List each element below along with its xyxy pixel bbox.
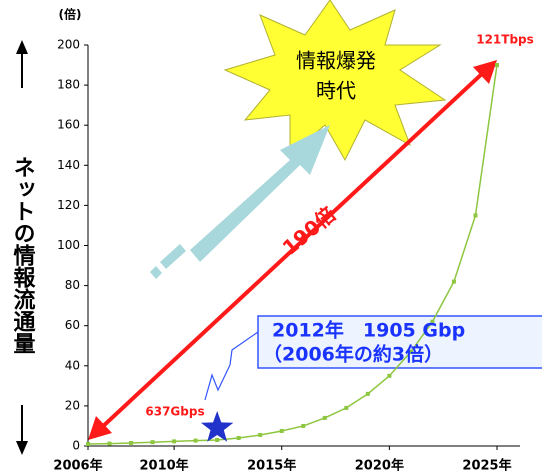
point — [387, 373, 392, 378]
point — [301, 423, 306, 428]
point — [86, 441, 90, 446]
annotation: 時代 — [316, 79, 356, 103]
y-tick-label: 180 — [57, 78, 80, 92]
annotation: 190倍 — [278, 202, 341, 260]
point — [107, 441, 112, 446]
y-tick-label: 100 — [57, 238, 80, 252]
point — [322, 415, 327, 420]
point — [495, 63, 499, 68]
x-tick-label: 2006年 — [53, 458, 102, 471]
y-tick-label: 60 — [65, 318, 80, 332]
y-label-arrows — [16, 40, 28, 455]
y-tick-label: 20 — [65, 398, 80, 412]
x-tick-label: 2010年 — [140, 458, 189, 471]
point — [408, 349, 413, 354]
y-tick-label: 0 — [72, 439, 80, 453]
point — [172, 439, 177, 444]
y-tick-label: 120 — [57, 198, 80, 212]
point — [473, 213, 478, 218]
point — [236, 435, 241, 440]
point — [279, 428, 284, 433]
callout-box — [257, 315, 542, 369]
annotation: 情報爆発 — [296, 49, 376, 73]
point — [344, 405, 349, 410]
cyan-arrow — [150, 125, 330, 279]
point — [215, 437, 220, 442]
y-tick-label: 40 — [65, 358, 80, 372]
series-line — [87, 64, 498, 445]
point — [258, 432, 263, 437]
point — [430, 319, 435, 324]
y-tick-label: 160 — [57, 118, 80, 132]
y-axis-label: ネットの情報流通量 — [10, 156, 36, 354]
point — [193, 438, 198, 443]
x-tick-label: 2025年 — [462, 458, 511, 471]
annotation: 637Gbps — [145, 405, 204, 419]
point — [451, 279, 456, 284]
y-unit: (倍) — [59, 7, 82, 22]
x-tick-label: 2015年 — [247, 458, 296, 471]
point — [150, 440, 155, 445]
point — [129, 440, 134, 445]
red-arrow — [88, 60, 497, 440]
callout-pointer — [204, 331, 259, 401]
y-tick-label: 200 — [57, 38, 80, 52]
y-tick-label: 140 — [57, 158, 80, 172]
x-tick-label: 2020年 — [355, 458, 404, 471]
point — [365, 391, 370, 396]
annotation: （2006年の約3倍） — [263, 343, 443, 366]
y-tick-label: 80 — [65, 278, 80, 292]
star-marker — [200, 410, 234, 442]
burst — [223, 0, 447, 162]
annotation: 121Tbps — [476, 33, 534, 47]
annotation: 2012年 1905 Gbp — [272, 319, 465, 342]
